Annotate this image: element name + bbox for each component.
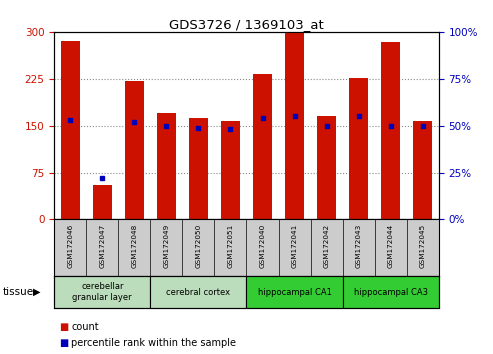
Text: GSM172047: GSM172047 <box>99 224 106 268</box>
Bar <box>317 116 336 219</box>
Bar <box>54 276 150 308</box>
Bar <box>246 276 343 308</box>
Text: GSM172051: GSM172051 <box>227 224 234 268</box>
Bar <box>349 78 368 219</box>
Text: GSM172040: GSM172040 <box>259 224 266 268</box>
Text: cerebellar
granular layer: cerebellar granular layer <box>72 282 132 302</box>
Bar <box>189 118 208 219</box>
Text: GSM172049: GSM172049 <box>163 224 170 268</box>
Title: GDS3726 / 1369103_at: GDS3726 / 1369103_at <box>169 18 324 31</box>
Bar <box>150 276 246 308</box>
Text: hippocampal CA3: hippocampal CA3 <box>353 287 428 297</box>
Text: cerebral cortex: cerebral cortex <box>166 287 231 297</box>
Bar <box>253 74 272 219</box>
Text: percentile rank within the sample: percentile rank within the sample <box>71 338 237 348</box>
Text: GSM172041: GSM172041 <box>291 224 298 268</box>
Text: tissue: tissue <box>2 287 34 297</box>
Text: ■: ■ <box>59 322 69 332</box>
Bar <box>343 276 439 308</box>
Text: GSM172042: GSM172042 <box>323 224 330 268</box>
Text: count: count <box>71 322 99 332</box>
Text: ▶: ▶ <box>33 287 40 297</box>
Text: GSM172044: GSM172044 <box>387 224 394 268</box>
Bar <box>157 113 176 219</box>
Bar <box>61 41 80 219</box>
Bar <box>93 185 112 219</box>
Text: GSM172043: GSM172043 <box>355 224 362 268</box>
Bar <box>381 42 400 219</box>
Bar <box>221 121 240 219</box>
Text: GSM172048: GSM172048 <box>131 224 138 268</box>
Text: hippocampal CA1: hippocampal CA1 <box>258 287 331 297</box>
Text: GSM172045: GSM172045 <box>420 224 426 268</box>
Text: GSM172046: GSM172046 <box>67 224 73 268</box>
Text: ■: ■ <box>59 338 69 348</box>
Text: GSM172050: GSM172050 <box>195 224 202 268</box>
Bar <box>285 33 304 219</box>
Bar <box>413 121 432 219</box>
Bar <box>125 81 144 219</box>
